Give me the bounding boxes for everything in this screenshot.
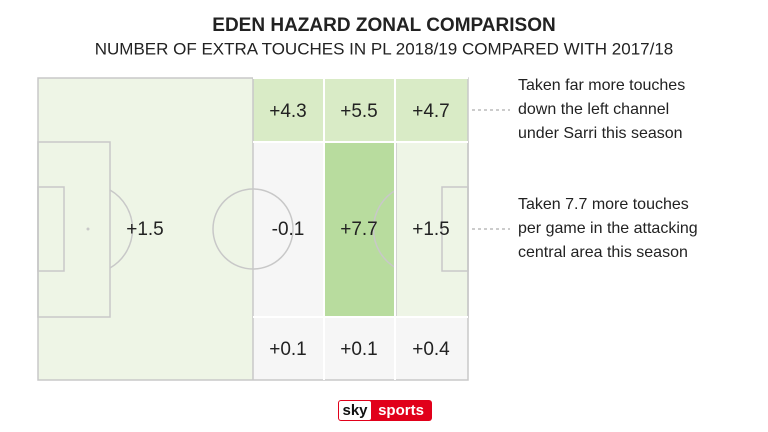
- zone-label: +5.5: [340, 101, 378, 122]
- zone-bg: [38, 78, 253, 380]
- annotation: under Sarri this season: [518, 125, 683, 142]
- annotation: per game in the attacking: [518, 220, 698, 237]
- annotation: Taken 7.7 more touches: [518, 196, 689, 213]
- annotation: Taken far more touches: [518, 77, 685, 94]
- logo-brand: sky: [342, 402, 368, 419]
- zone-bg: [395, 78, 468, 142]
- zone-bg: [253, 78, 324, 142]
- zone-label: +0.1: [269, 339, 307, 360]
- annotation: down the left channel: [518, 101, 669, 118]
- zone-bg: [324, 78, 395, 142]
- zone-bg: [395, 142, 468, 317]
- zone-label: +7.7: [340, 219, 378, 240]
- zone-label: +0.1: [340, 339, 378, 360]
- subtitle: NUMBER OF EXTRA TOUCHES IN PL 2018/19 CO…: [95, 39, 674, 58]
- zone-label: +0.4: [412, 339, 450, 360]
- logo: sky sports: [338, 400, 432, 421]
- zone-bg: [253, 142, 324, 317]
- zone-label: +4.7: [412, 101, 450, 122]
- pitch-lines: [37, 77, 469, 381]
- title: EDEN HAZARD ZONAL COMPARISON: [212, 15, 555, 36]
- annotation: central area this season: [518, 244, 688, 261]
- zone-bg: [253, 317, 468, 380]
- zone-label: +1.5: [412, 219, 450, 240]
- zone-label: -0.1: [272, 219, 305, 240]
- zone-bg: [324, 142, 395, 317]
- logo-product: sports: [378, 402, 424, 419]
- zone-label: +4.3: [269, 101, 307, 122]
- zone-label: +1.5: [126, 219, 164, 240]
